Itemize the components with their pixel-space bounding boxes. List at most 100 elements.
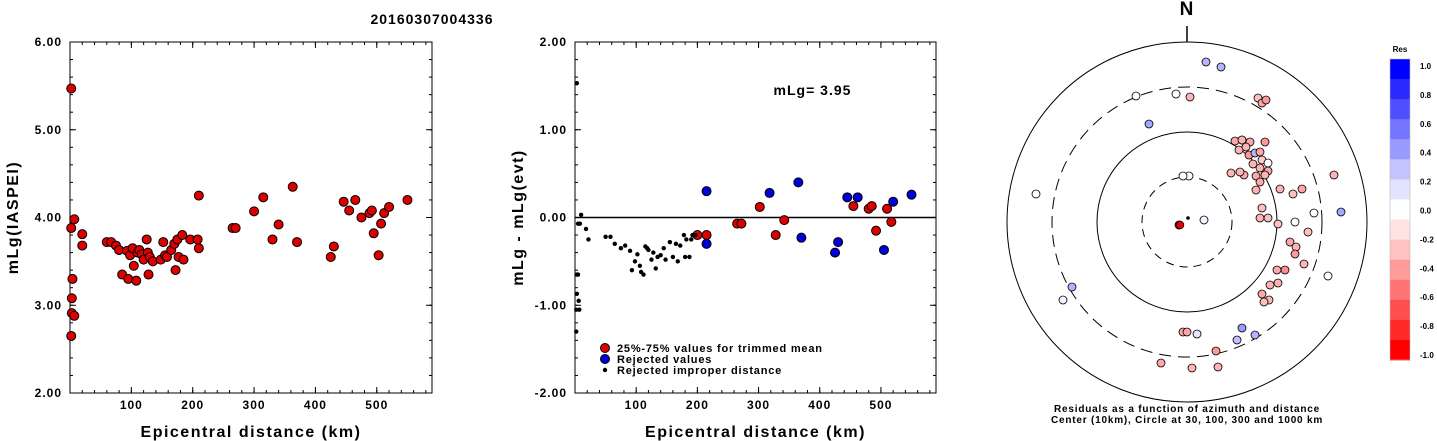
data-point-red-circle xyxy=(373,250,384,261)
data-point-red-circle xyxy=(292,237,303,248)
station-residual-marker xyxy=(1216,62,1226,72)
x-tick-label: 500 xyxy=(365,398,388,412)
data-point-red-circle xyxy=(287,181,298,192)
station-residual-marker xyxy=(1067,282,1077,292)
station-residual-marker xyxy=(1058,295,1068,305)
data-point-black-dot xyxy=(586,237,591,242)
station-residual-marker xyxy=(1255,163,1265,173)
station-residual-marker xyxy=(1263,213,1273,223)
station-residual-marker xyxy=(1241,142,1251,152)
data-point-red-circle xyxy=(66,83,77,94)
colorbar-swatch xyxy=(1390,139,1410,160)
data-point-red-circle xyxy=(77,240,88,251)
data-point-blue-circle xyxy=(888,196,899,207)
data-point-blue-circle xyxy=(878,244,889,255)
station-residual-marker xyxy=(1031,189,1041,199)
station-residual-marker xyxy=(1255,213,1265,223)
data-point-red-circle xyxy=(147,256,158,267)
station-residual-marker xyxy=(1185,92,1195,102)
data-point-black-dot xyxy=(583,226,589,232)
data-point-black-dot xyxy=(574,291,580,297)
residual-chart: -2.00 -1.00 0.00 1.00 2.00 100 200 300 400 500Epi… xyxy=(510,35,937,441)
data-point-black-dot xyxy=(651,250,656,255)
station-residual-marker xyxy=(1192,329,1202,339)
data-point-red-circle xyxy=(344,205,355,216)
station-residual-marker xyxy=(1237,323,1247,333)
x-tick-label: 300 xyxy=(243,398,266,412)
magnitude-annotation: mLg= 3.95 xyxy=(774,82,852,98)
station-residual-marker xyxy=(1211,346,1221,356)
x-tick-label: 400 xyxy=(808,398,831,412)
legend-marker-black-dot xyxy=(602,367,608,373)
data-point-red-circle xyxy=(779,215,790,226)
y-tick-label: 1.00 xyxy=(540,123,567,137)
station-residual-marker xyxy=(1250,330,1260,340)
data-point-red-circle xyxy=(249,206,260,217)
data-point-black-dot xyxy=(661,246,666,251)
station-residual-marker xyxy=(1260,137,1270,147)
station-residual-marker xyxy=(1309,208,1319,218)
data-point-red-circle xyxy=(754,201,765,212)
station-residual-marker xyxy=(1232,335,1242,345)
data-point-black-dot xyxy=(687,254,692,260)
data-point-blue-circle xyxy=(906,189,917,200)
x-tick-label: 500 xyxy=(869,398,892,412)
legend-label: Rejected improper distance xyxy=(617,365,782,377)
station-residual-marker xyxy=(1199,215,1209,225)
colorbar-title: Res xyxy=(1393,45,1408,54)
y-tick-label: 6.00 xyxy=(35,35,62,49)
colorbar-tick-label: -1.0 xyxy=(1420,351,1434,360)
y-tick-label: -2.00 xyxy=(535,386,567,400)
data-point-red-circle xyxy=(230,223,241,234)
data-point-black-dot xyxy=(608,234,613,240)
data-point-black-dot xyxy=(576,298,581,304)
y-tick-label: 2.00 xyxy=(540,35,567,49)
station-residual-marker xyxy=(1226,168,1236,178)
colorbar-tick-label: 0.6 xyxy=(1420,120,1432,129)
data-point-blue-circle xyxy=(793,177,804,188)
data-point-red-circle xyxy=(192,234,203,245)
data-point-red-circle xyxy=(66,223,77,234)
data-point-red-circle xyxy=(368,228,379,239)
data-point-black-dot xyxy=(574,329,579,334)
data-point-black-dot xyxy=(678,243,683,248)
data-point-red-circle xyxy=(848,201,859,212)
data-point-black-dot xyxy=(577,221,583,226)
epicenter-dot xyxy=(1186,216,1190,220)
data-point-red-circle xyxy=(177,230,188,241)
data-point-red-circle xyxy=(67,273,78,284)
station-residual-marker xyxy=(1272,265,1282,275)
data-point-red-circle xyxy=(69,310,80,321)
data-point-red-circle xyxy=(376,218,387,229)
data-point-red-circle xyxy=(402,194,413,205)
data-point-red-circle xyxy=(882,203,893,214)
data-point-red-circle xyxy=(66,293,77,304)
colorbar-tick-label: -0.4 xyxy=(1420,264,1434,273)
data-point-black-dot xyxy=(693,232,698,238)
y-tick-label: 5.00 xyxy=(35,123,62,137)
data-point-red-circle xyxy=(886,216,897,227)
data-point-blue-circle xyxy=(830,247,841,258)
data-point-black-dot xyxy=(575,272,581,277)
x-tick-label: 200 xyxy=(181,398,204,412)
y-tick-label: -1.00 xyxy=(535,298,567,312)
data-point-black-dot xyxy=(684,237,689,242)
colorbar-tick-label: -0.6 xyxy=(1420,293,1434,302)
azimuth-residual-plot: N Residuals as a function of azimuth and … xyxy=(1006,0,1368,426)
station-residual-marker xyxy=(1255,177,1265,187)
y-tick-label: 3.00 xyxy=(35,298,62,312)
colorbar-swatch xyxy=(1390,179,1410,200)
data-point-red-circle xyxy=(193,243,204,254)
data-point-black-dot xyxy=(658,253,663,258)
data-point-black-dot xyxy=(690,232,695,238)
data-point-red-circle xyxy=(366,205,377,216)
data-point-black-dot xyxy=(689,237,694,242)
ring-300km xyxy=(1051,86,1323,358)
x-tick-label: 300 xyxy=(747,398,770,412)
data-point-blue-circle xyxy=(852,192,863,203)
data-point-red-circle xyxy=(158,237,169,248)
data-point-black-dot xyxy=(646,247,651,253)
station-residual-marker xyxy=(1273,219,1283,229)
data-point-black-dot xyxy=(618,246,624,251)
station-residual-marker xyxy=(1144,119,1154,129)
